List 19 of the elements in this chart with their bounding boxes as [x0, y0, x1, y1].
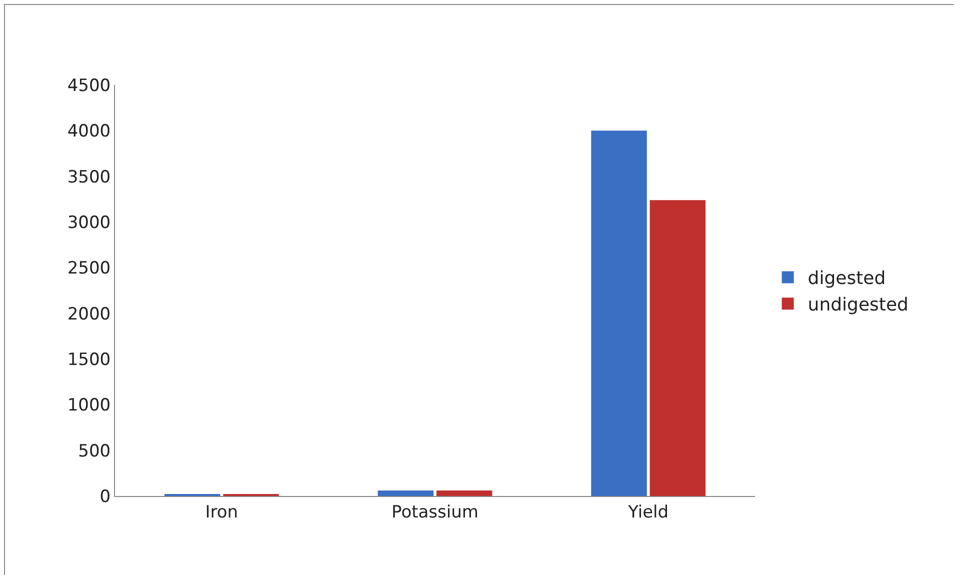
bar	[378, 490, 434, 496]
y-tick-label: 1500	[67, 350, 111, 370]
legend-label: undigested	[808, 294, 908, 316]
x-tick-label: Iron	[205, 502, 238, 522]
bar	[591, 130, 647, 496]
y-tick-label: 4500	[67, 76, 111, 96]
y-tick-label: 1000	[67, 396, 111, 416]
y-tick-label: 4000	[67, 122, 111, 142]
y-tick-label: 2000	[67, 304, 111, 324]
y-tick-label: 3000	[67, 212, 111, 233]
bar	[436, 490, 492, 496]
y-tick-label: 500	[78, 441, 111, 462]
legend-label: digested	[808, 268, 886, 290]
y-tick-label: 2500	[67, 258, 111, 279]
y-tick-label: 3500	[67, 167, 111, 188]
bar	[650, 200, 706, 496]
x-tick-label: Potassium	[392, 502, 478, 522]
x-tick-label: Yield	[627, 502, 669, 522]
y-tick-label: 0	[100, 486, 111, 507]
